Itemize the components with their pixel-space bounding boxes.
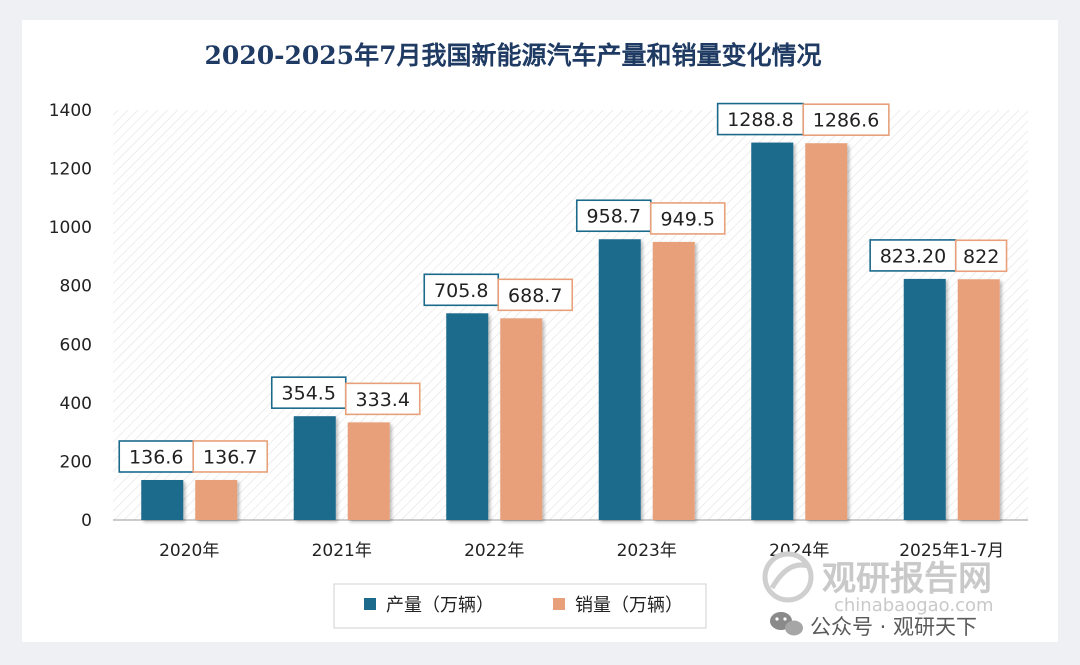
svg-text:1286.6: 1286.6 — [813, 110, 879, 132]
svg-text:333.4: 333.4 — [356, 389, 410, 411]
bar-production — [598, 239, 641, 520]
y-tick-label: 600 — [60, 335, 92, 355]
svg-text:1288.8: 1288.8 — [727, 109, 793, 131]
y-tick-label: 1200 — [49, 160, 92, 180]
x-tick-label: 2021年 — [312, 541, 372, 561]
svg-text:136.7: 136.7 — [203, 446, 257, 468]
svg-text:823.20: 823.20 — [880, 245, 946, 267]
data-label-sales: 949.5 — [649, 202, 726, 235]
data-label-production: 1288.8 — [716, 102, 805, 136]
legend-swatch-sales — [553, 598, 565, 610]
x-tick-label: 2023年 — [617, 541, 677, 561]
data-label-production: 354.5 — [270, 376, 347, 409]
y-tick-label: 1400 — [49, 101, 92, 121]
data-label-sales: 1286.6 — [802, 103, 890, 137]
bar-production — [141, 479, 184, 520]
y-tick-label: 0 — [81, 511, 92, 531]
chart-title: 2020-2025年7月我国新能源汽车产量和销量变化情况 — [205, 41, 822, 70]
x-axis: 2020年 2021年 2022年 2023年 2024年 2025年1-7月 — [159, 541, 1004, 561]
data-label-production: 705.8 — [423, 273, 500, 307]
data-label-production: 823.20 — [869, 239, 957, 272]
svg-text:949.5: 949.5 — [661, 208, 715, 230]
y-tick-label: 400 — [60, 394, 92, 414]
bar-sales — [195, 479, 238, 520]
svg-text:822: 822 — [963, 246, 999, 268]
bar-sales — [805, 143, 848, 520]
svg-text:136.6: 136.6 — [129, 446, 183, 468]
data-label-sales: 333.4 — [344, 382, 421, 416]
data-label-sales: 822 — [954, 239, 1008, 273]
y-tick-label: 1000 — [49, 218, 92, 238]
bar-sales — [347, 422, 390, 520]
y-tick-label: 800 — [60, 277, 92, 297]
bar-production — [751, 142, 794, 520]
data-label-production: 136.6 — [118, 440, 195, 473]
data-label-sales: 136.7 — [192, 440, 269, 473]
legend-label-production: 产量（万辆） — [386, 595, 494, 616]
svg-text:354.5: 354.5 — [282, 383, 336, 405]
x-tick-label: 2022年 — [464, 541, 524, 561]
watermark-brand: 观研报告网 — [822, 559, 992, 599]
y-tick-label: 200 — [60, 452, 92, 472]
legend-swatch-production — [364, 598, 376, 610]
x-tick-label: 2025年1-7月 — [899, 541, 1004, 561]
data-label-sales: 688.7 — [497, 278, 574, 312]
bar-sales — [652, 241, 695, 521]
watermark: 观研报告网 chinabaogao.com 公众号 · 观研天下 — [762, 551, 994, 639]
legend: 产量（万辆） 销量（万辆） — [333, 583, 707, 629]
legend-label-sales: 销量（万辆） — [575, 595, 683, 616]
bar-production — [293, 416, 336, 520]
watermark-logo-icon — [762, 551, 814, 603]
svg-text:958.7: 958.7 — [587, 206, 641, 228]
bar-sales — [500, 318, 543, 520]
x-tick-label: 2020年 — [159, 541, 219, 561]
svg-text:688.7: 688.7 — [508, 285, 562, 307]
svg-text:705.8: 705.8 — [434, 280, 488, 302]
wechat-icon — [770, 612, 803, 636]
bar-sales — [957, 279, 1000, 520]
bars — [141, 142, 1000, 521]
bar-production — [446, 313, 489, 520]
bar-production — [903, 278, 946, 520]
watermark-site: chinabaogao.com — [834, 595, 994, 616]
data-label-production: 958.7 — [575, 199, 652, 233]
data-labels: 136.6 136.7 354.5 333.4 705.8 688.7 958.7 949.5… — [118, 102, 1008, 473]
watermark-account: 公众号 · 观研天下 — [810, 615, 977, 639]
y-axis: 0 200 400 600 800 1000 1200 1400 — [49, 101, 92, 531]
